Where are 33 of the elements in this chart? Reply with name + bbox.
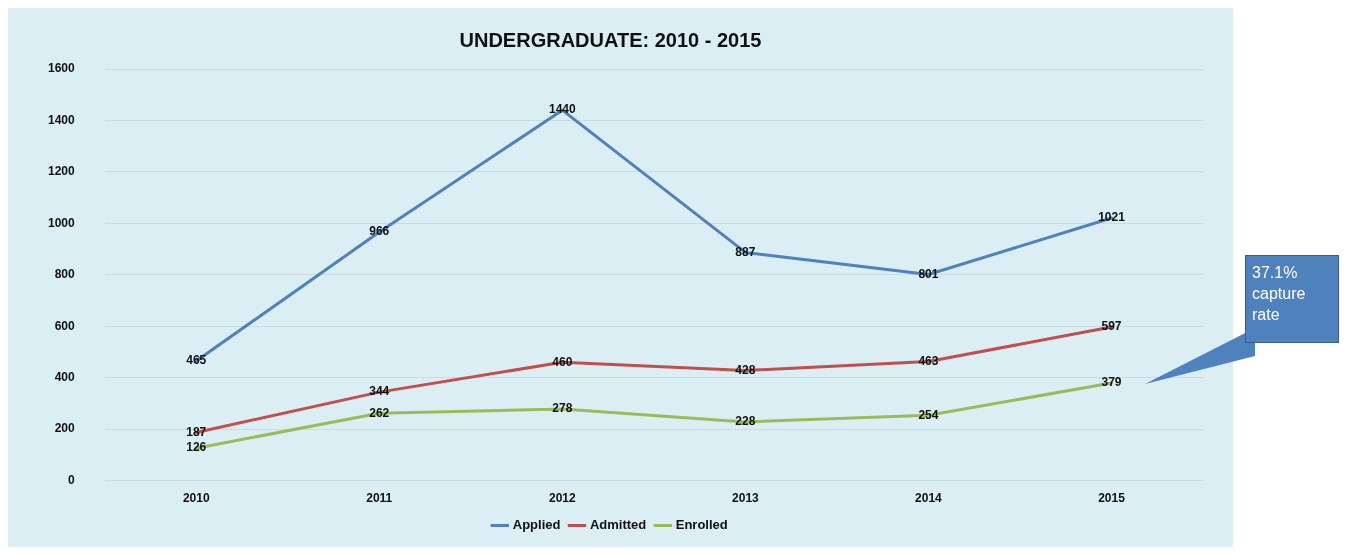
- chart-title: UNDERGRADUATE: 2010 - 2015: [459, 28, 762, 51]
- data-label: 460: [552, 354, 573, 369]
- legend-label: Admitted: [589, 517, 647, 533]
- data-label: 801: [918, 266, 939, 281]
- x-tick-label: 2014: [915, 491, 943, 506]
- data-label: 465: [186, 353, 207, 368]
- y-tick-label: 1200: [47, 164, 76, 179]
- x-tick-label: 2010: [182, 491, 210, 506]
- data-label: 379: [1101, 375, 1122, 390]
- y-tick-label: 800: [54, 267, 76, 282]
- x-tick-label: 2015: [1098, 491, 1126, 506]
- legend-label: Applied: [512, 517, 561, 533]
- legend-label: Enrolled: [675, 517, 728, 533]
- y-tick-label: 400: [54, 370, 76, 385]
- y-tick-label: 200: [54, 421, 76, 436]
- data-label: 262: [369, 405, 390, 420]
- y-tick-label: 1600: [47, 61, 76, 76]
- y-tick-label: 600: [54, 318, 76, 333]
- data-label: 344: [369, 384, 390, 399]
- data-label: 254: [918, 407, 939, 422]
- data-label: 187: [186, 424, 207, 439]
- data-label: 1021: [1098, 210, 1126, 225]
- x-tick-label: 2011: [366, 491, 393, 506]
- data-label: 597: [1101, 319, 1122, 334]
- text: 37.1% capture rate: [1245, 255, 1339, 343]
- data-label: 278: [552, 401, 573, 416]
- data-label: 1440: [548, 102, 576, 117]
- y-tick-label: 1400: [47, 112, 76, 127]
- y-tick-label: 0: [68, 472, 76, 487]
- data-label: 126: [186, 440, 207, 455]
- x-tick-label: 2012: [548, 491, 576, 506]
- x-tick-label: 2013: [732, 491, 760, 506]
- y-tick-label: 1000: [47, 215, 76, 230]
